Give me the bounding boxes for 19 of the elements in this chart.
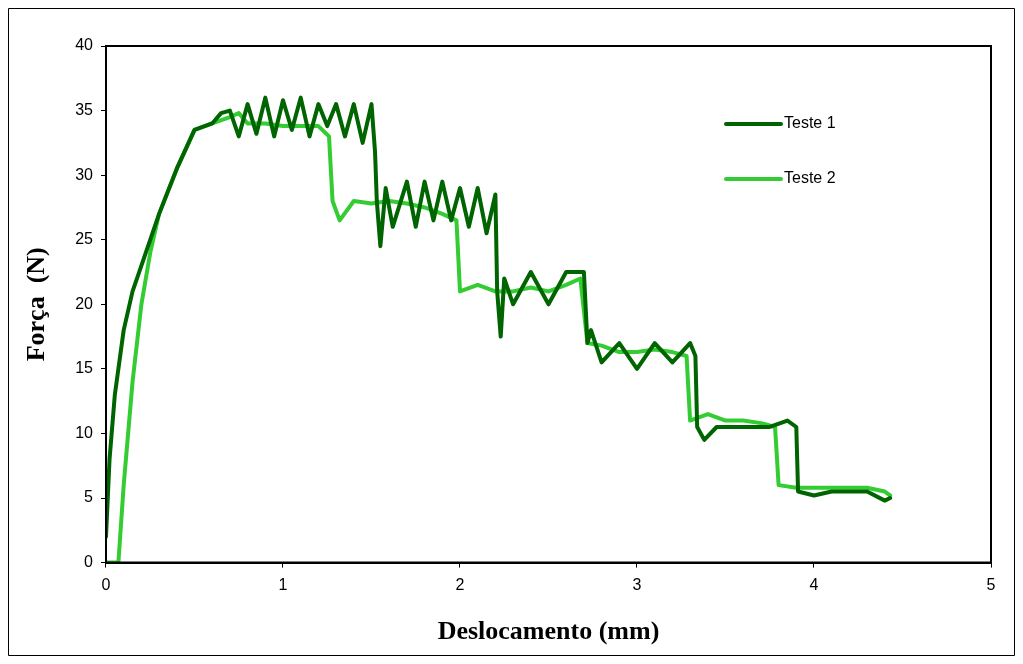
x-axis-title: Deslocamento (mm) bbox=[437, 616, 660, 646]
y-tick-label: 15 bbox=[75, 359, 94, 377]
y-tick-label: 20 bbox=[75, 294, 94, 312]
y-tick-label: 10 bbox=[75, 423, 94, 441]
y-tick-label: 5 bbox=[84, 488, 94, 506]
x-tick-label: 1 bbox=[278, 575, 288, 593]
legend-label: Teste 1 bbox=[784, 114, 836, 132]
x-tick-label: 2 bbox=[455, 575, 465, 593]
x-tick-label: 0 bbox=[101, 575, 111, 593]
x-tick-label: 5 bbox=[986, 575, 996, 593]
legend-label: Teste 2 bbox=[784, 169, 836, 187]
y-axis-title: Força (N) bbox=[21, 247, 51, 362]
x-tick-label: 4 bbox=[809, 575, 819, 593]
y-tick-label: 30 bbox=[75, 165, 94, 183]
y-tick-label: 25 bbox=[75, 230, 94, 248]
y-tick-label: 35 bbox=[75, 100, 94, 118]
y-tick-label: 40 bbox=[75, 36, 94, 54]
y-tick-label: 0 bbox=[84, 553, 94, 571]
x-tick-label: 3 bbox=[632, 575, 642, 593]
